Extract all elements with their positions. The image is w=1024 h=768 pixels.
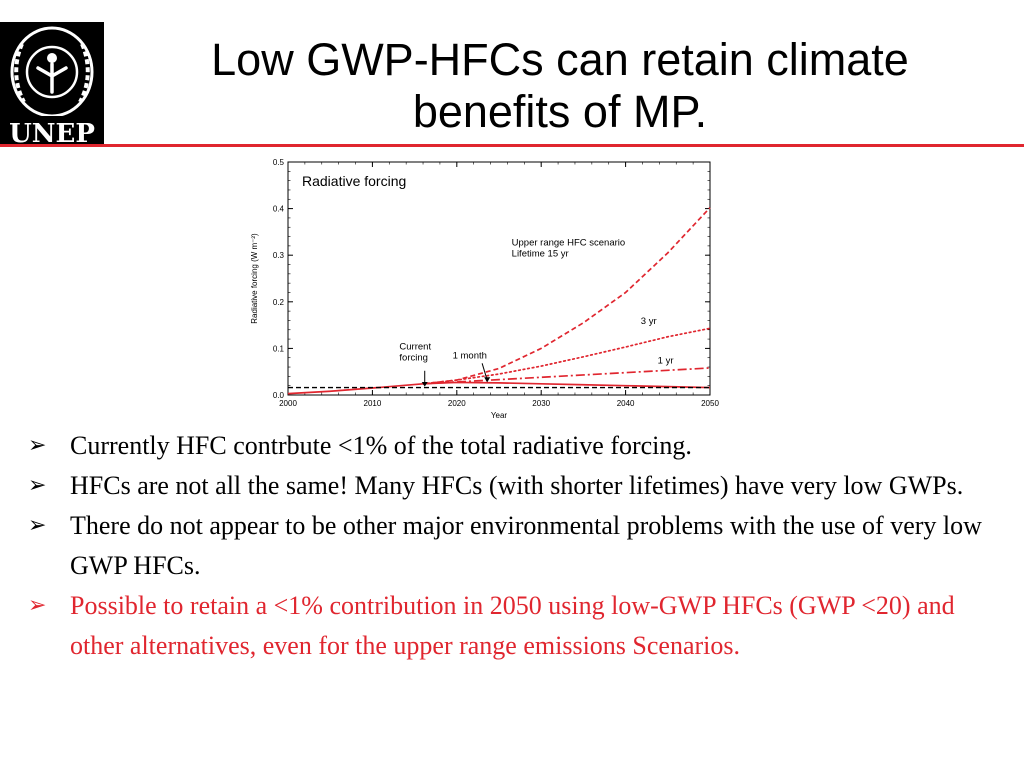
series-1month-line: [287, 381, 711, 395]
unep-logo: UNEP: [0, 22, 104, 146]
x-tick-label: 2000: [279, 399, 297, 408]
bullet-arrow-icon: ➢: [28, 593, 47, 618]
x-tick-label: 2040: [617, 399, 635, 408]
series-1yr-line: [422, 367, 711, 385]
x-tick-label: 2030: [532, 399, 550, 408]
bullet-list: ➢ Currently HFC contrbute <1% of the tota…: [28, 426, 1013, 666]
annotation-label: Upper range HFC scenario: [512, 237, 626, 248]
bullet-text: Currently HFC contrbute <1% of the total…: [70, 431, 692, 460]
annotation-label: Lifetime 15 yr: [512, 248, 569, 259]
y-tick-label: 0.2: [273, 298, 285, 307]
current-forcing-arrow-head: [421, 381, 428, 387]
svg-text:UNEP: UNEP: [9, 119, 95, 146]
annotation-label: forcing: [399, 352, 428, 363]
x-tick-label: 2050: [701, 399, 719, 408]
bullet-text: There do not appear to be other major en…: [70, 511, 982, 580]
bullet-arrow-icon: ➢: [28, 473, 47, 498]
bullet-item: ➢ There do not appear to be other major e…: [28, 506, 1013, 586]
annotation-label: Current: [399, 341, 431, 352]
plot-frame: [287, 161, 711, 396]
bullet-arrow-icon: ➢: [28, 433, 47, 458]
x-axis-label: Year: [491, 411, 508, 420]
title-divider: [0, 144, 1024, 147]
slide-title: Low GWP-HFCs can retain climate benefits…: [120, 34, 1000, 138]
one-month-arrow-head: [484, 377, 491, 383]
title-line-2: benefits of MP.: [412, 86, 708, 137]
y-axis-label: Radiative forcing (W m⁻²): [250, 233, 259, 324]
bullet-item: ➢ Possible to retain a <1% contribution i…: [28, 586, 1013, 666]
annotation-label: 3 yr: [641, 316, 657, 327]
bullet-text: Possible to retain a <1% contribution in…: [70, 591, 955, 660]
chart-inner-title: Radiative forcing: [302, 173, 406, 189]
bullet-item: ➢ HFCs are not all the same! Many HFCs (w…: [28, 466, 1013, 506]
y-tick-label: 0.0: [273, 391, 285, 400]
y-tick-label: 0.1: [273, 344, 285, 353]
radiative-forcing-chart: Radiative forcing Year Radiative forcing…: [250, 158, 719, 420]
series-upper-line: [422, 207, 711, 385]
y-tick-label: 0.5: [273, 158, 285, 167]
annotation-label: 1 yr: [658, 355, 674, 366]
bullet-text: HFCs are not all the same! Many HFCs (wi…: [70, 471, 964, 500]
bullet-item: ➢ Currently HFC contrbute <1% of the tota…: [28, 426, 1013, 466]
annotation-label: 1 month: [453, 351, 487, 362]
y-tick-label: 0.3: [273, 251, 285, 260]
series-3yr-line: [422, 327, 711, 385]
title-line-1: Low GWP-HFCs can retain climate: [211, 34, 909, 85]
y-tick-label: 0.4: [273, 205, 285, 214]
x-tick-label: 2010: [364, 399, 382, 408]
x-tick-label: 2020: [448, 399, 466, 408]
bullet-arrow-icon: ➢: [28, 513, 47, 538]
one-month-arrow-shaft: [481, 363, 488, 381]
